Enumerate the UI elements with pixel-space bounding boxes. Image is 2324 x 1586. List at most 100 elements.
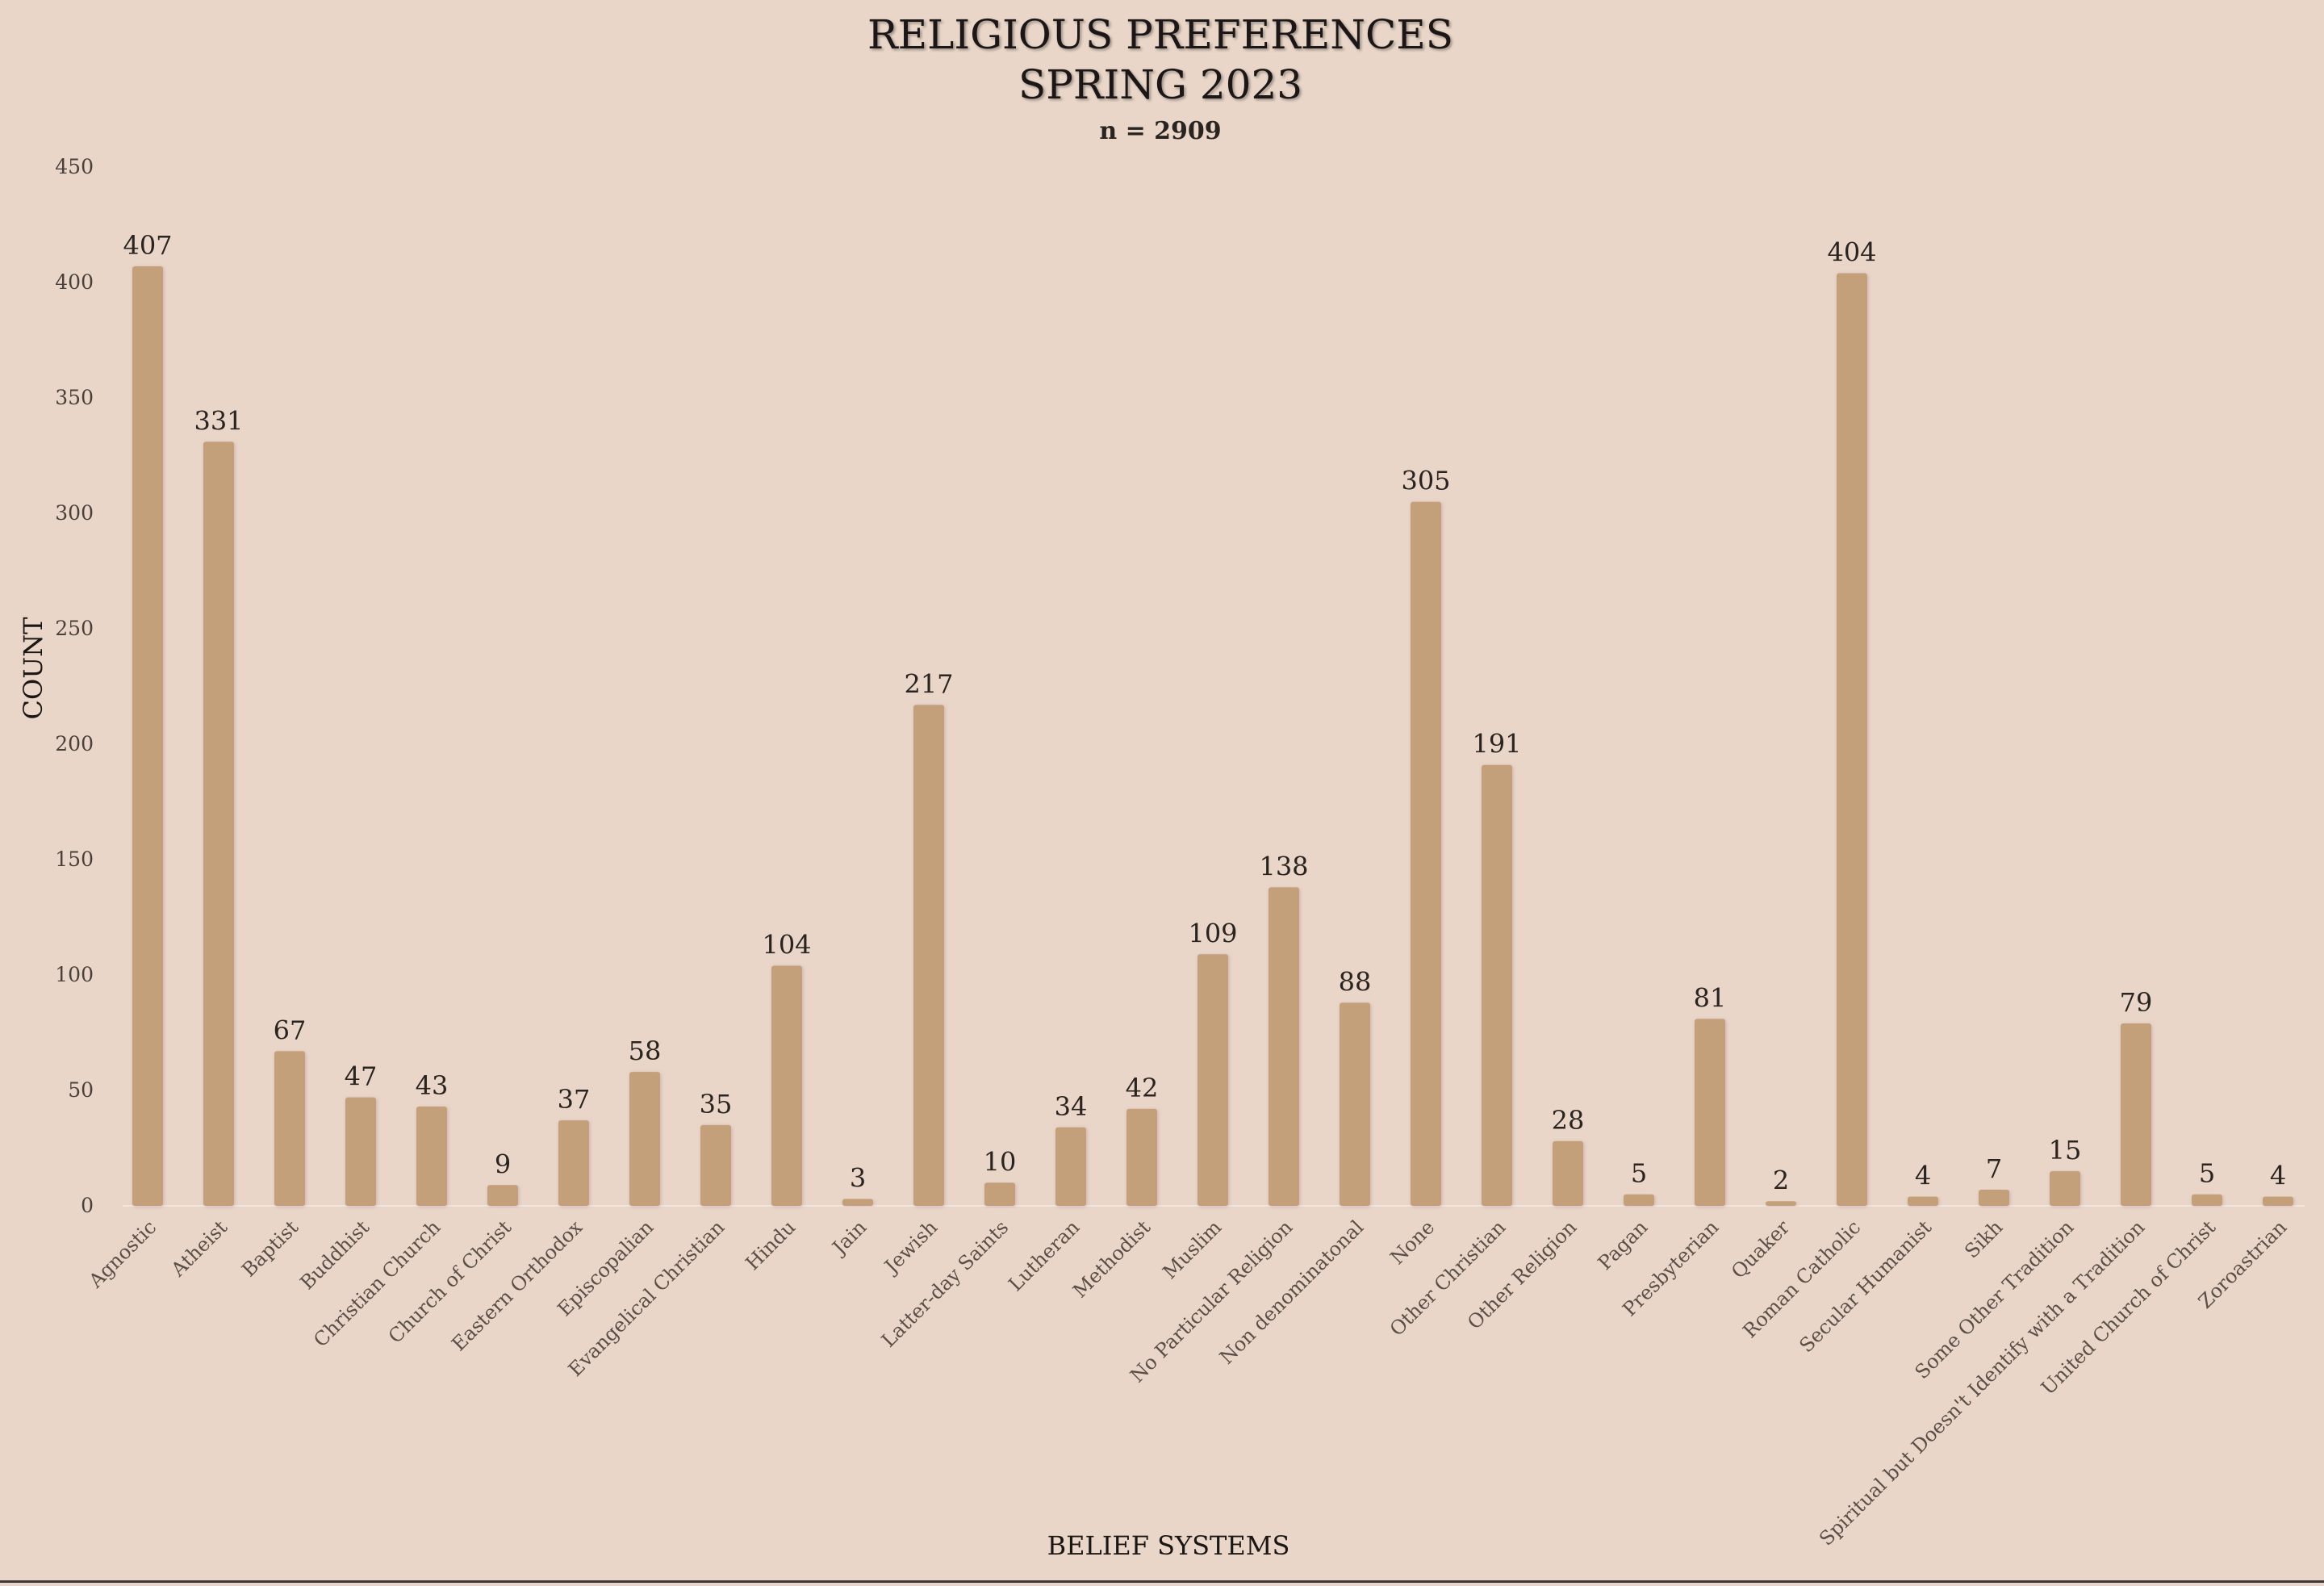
- x-tick-label: Jain: [826, 1216, 871, 1260]
- value-label: 305: [1401, 466, 1450, 496]
- y-tick-label: 200: [55, 732, 94, 755]
- x-tick-label: Agnostic: [84, 1216, 161, 1292]
- x-tick-label: Christian Church: [309, 1216, 445, 1351]
- bar: [1766, 1201, 1796, 1206]
- bar: [1482, 764, 1512, 1206]
- bar: [1340, 1002, 1370, 1206]
- bar: [1055, 1127, 1086, 1206]
- y-tick-label: 300: [55, 501, 94, 525]
- value-label: 217: [904, 668, 953, 699]
- value-label: 138: [1259, 851, 1308, 881]
- chart-note: n = 2909: [1099, 117, 1221, 145]
- y-tick-label: 100: [55, 963, 94, 986]
- bar: [1198, 954, 1228, 1206]
- value-label: 404: [1827, 237, 1876, 268]
- bar: [984, 1182, 1015, 1206]
- value-label: 35: [700, 1089, 733, 1119]
- x-tick-label: Quaker: [1727, 1216, 1795, 1283]
- value-label: 9: [495, 1149, 511, 1179]
- value-label: 191: [1472, 729, 1521, 760]
- x-tick-label: Non denominatonal: [1215, 1216, 1368, 1368]
- value-label: 109: [1188, 918, 1237, 948]
- value-label: 5: [2199, 1158, 2215, 1189]
- bar: [416, 1107, 447, 1206]
- chart-title: RELIGIOUS PREFERENCES: [867, 11, 1453, 58]
- x-tick-label: Pagan: [1594, 1216, 1652, 1274]
- bar: [274, 1051, 305, 1206]
- y-tick-label: 350: [55, 386, 94, 409]
- x-axis-label: BELIEF SYSTEMS: [1047, 1530, 1290, 1561]
- bar: [2050, 1171, 2080, 1206]
- x-tick-label: Methodist: [1068, 1216, 1155, 1302]
- value-label: 7: [1986, 1153, 2002, 1184]
- x-tick-label: Muslim: [1158, 1216, 1226, 1283]
- value-label: 4: [1915, 1161, 1931, 1191]
- value-label: 5: [1631, 1158, 1647, 1189]
- bar: [2121, 1023, 2151, 1206]
- bar: [2192, 1194, 2222, 1206]
- y-tick-label: 50: [68, 1078, 94, 1102]
- value-label: 37: [558, 1084, 591, 1115]
- bar: [487, 1185, 518, 1206]
- x-tick-label: Latter-day Saints: [877, 1216, 1013, 1351]
- y-tick-label: 400: [55, 270, 94, 294]
- x-tick-label: None: [1386, 1216, 1439, 1269]
- bars: [132, 266, 2293, 1207]
- x-tick-label: Baptist: [237, 1216, 303, 1281]
- value-label: 104: [762, 930, 811, 960]
- value-label: 10: [984, 1146, 1017, 1177]
- y-tick-label: 0: [81, 1194, 94, 1217]
- bar: [1624, 1194, 1654, 1206]
- value-label: 42: [1126, 1073, 1159, 1103]
- y-tick-label: 450: [55, 155, 94, 178]
- bar: [842, 1199, 873, 1206]
- value-label: 81: [1694, 982, 1727, 1013]
- bar: [1908, 1196, 1938, 1206]
- bar: [913, 705, 944, 1206]
- bar: [629, 1072, 660, 1206]
- value-label: 67: [274, 1015, 307, 1045]
- value-label: 43: [416, 1070, 449, 1101]
- value-label: 15: [2049, 1135, 2082, 1165]
- y-tick-label: 250: [55, 617, 94, 640]
- x-tick-label: Roman Catholic: [1738, 1216, 1865, 1342]
- bar: [1695, 1019, 1725, 1206]
- value-label: 331: [194, 405, 243, 436]
- bar: [345, 1097, 376, 1206]
- value-label: 58: [629, 1036, 662, 1066]
- bar: [1553, 1140, 1583, 1206]
- x-tick-label: Hindu: [741, 1216, 800, 1274]
- bar: [1126, 1108, 1157, 1206]
- x-tick-labels: Agnostic Atheist BaptistBuddhistChristian …: [84, 1216, 2291, 1550]
- value-label: 88: [1339, 966, 1372, 997]
- value-label: 2: [1773, 1165, 1789, 1195]
- value-label: 34: [1055, 1091, 1088, 1122]
- x-tick-label: Sikh: [1960, 1216, 2007, 1262]
- value-label: 47: [345, 1061, 378, 1092]
- y-ticks: 0 50 100 150 200 250 300 350 400 450: [55, 155, 94, 1217]
- bar: [1269, 887, 1299, 1206]
- value-label: 3: [850, 1162, 866, 1193]
- bar: [132, 266, 163, 1207]
- x-tick-label: Jewish: [879, 1216, 942, 1278]
- x-tick-label: Secular Humanist: [1795, 1216, 1936, 1357]
- y-axis-label: COUNT: [18, 617, 48, 720]
- x-tick-label: Eastern Orthodox: [447, 1216, 587, 1355]
- value-label: 79: [2120, 987, 2153, 1018]
- value-label: 28: [1552, 1105, 1585, 1136]
- value-label: 407: [123, 230, 172, 261]
- bar: [700, 1124, 731, 1206]
- x-tick-label: Church of Christ: [384, 1216, 516, 1348]
- bar: [2263, 1196, 2293, 1206]
- bar: [1837, 273, 1867, 1206]
- bar: [1979, 1189, 2009, 1206]
- bar: [203, 441, 234, 1206]
- bar: [1411, 501, 1441, 1206]
- bar: [558, 1120, 589, 1206]
- y-tick-label: 150: [55, 847, 94, 871]
- chart-subtitle: SPRING 2023: [1018, 61, 1302, 108]
- x-tick-label: Spiritual but Doesn't Identify with a Tr…: [1815, 1216, 2149, 1550]
- x-tick-label: Atheist: [166, 1216, 232, 1281]
